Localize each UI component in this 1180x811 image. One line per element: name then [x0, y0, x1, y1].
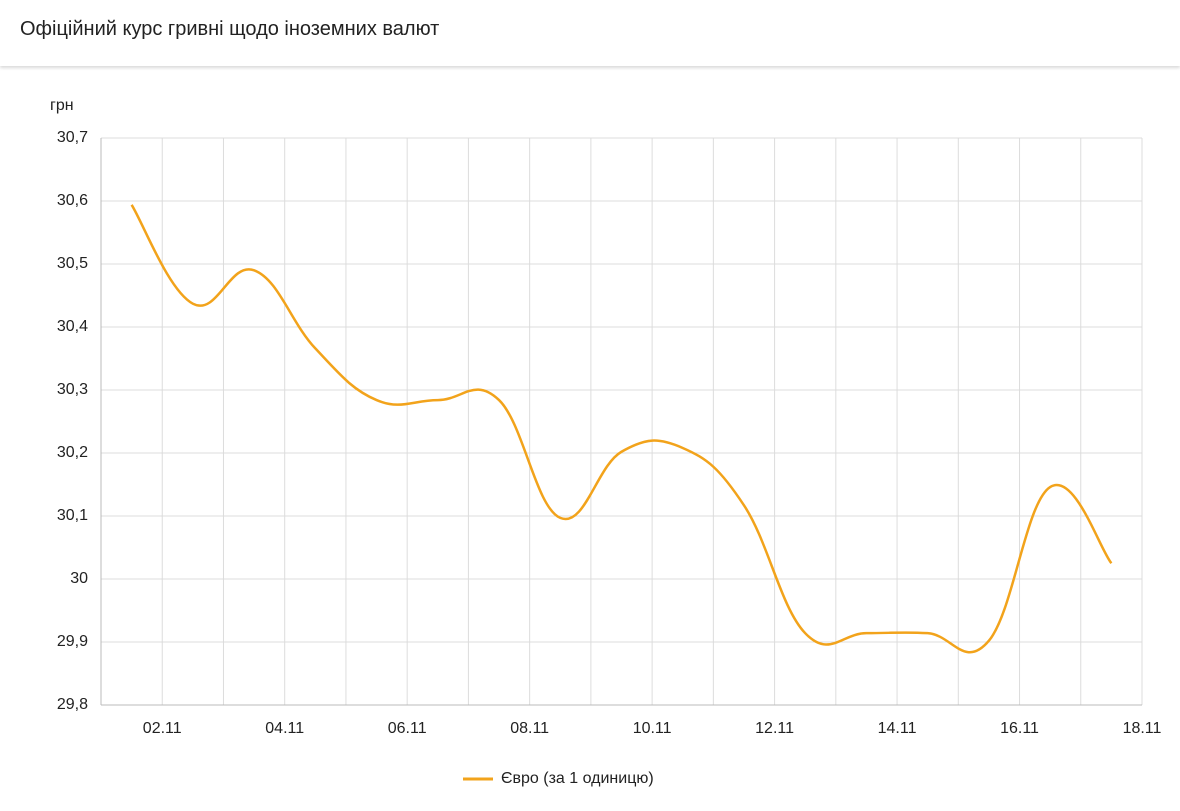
x-tick-label: 18.11 — [1123, 720, 1162, 737]
x-tick-label: 12.11 — [755, 720, 794, 737]
y-tick-label: 30,5 — [57, 255, 88, 272]
y-tick-label: 30,1 — [57, 507, 88, 524]
y-tick-label: 29,8 — [57, 696, 88, 713]
series-line — [130, 204, 1113, 654]
y-tick-label: 29,9 — [57, 633, 88, 650]
y-tick-label: 30 — [70, 570, 88, 587]
header: Офіційний курс гривні щодо іноземних вал… — [0, 0, 1180, 66]
x-tick-label: 06.11 — [388, 720, 427, 737]
legend-label: Євро (за 1 одиницю) — [501, 770, 654, 787]
x-tick-label: 10.11 — [633, 720, 672, 737]
y-tick-label: 30,3 — [57, 381, 88, 398]
y-tick-label: 30,7 — [57, 129, 88, 146]
page-title: Офіційний курс гривні щодо іноземних вал… — [20, 18, 440, 40]
y-unit: грн — [50, 97, 74, 114]
x-tick-label: 14.11 — [878, 720, 917, 737]
x-tick-label: 08.11 — [510, 720, 549, 737]
y-tick-label: 30,2 — [57, 444, 88, 461]
x-tick-label: 02.11 — [143, 720, 182, 737]
x-tick-label: 16.11 — [1000, 720, 1039, 737]
y-tick-label: 30,6 — [57, 192, 88, 209]
y-tick-label: 30,4 — [57, 318, 88, 335]
x-tick-label: 04.11 — [265, 720, 304, 737]
